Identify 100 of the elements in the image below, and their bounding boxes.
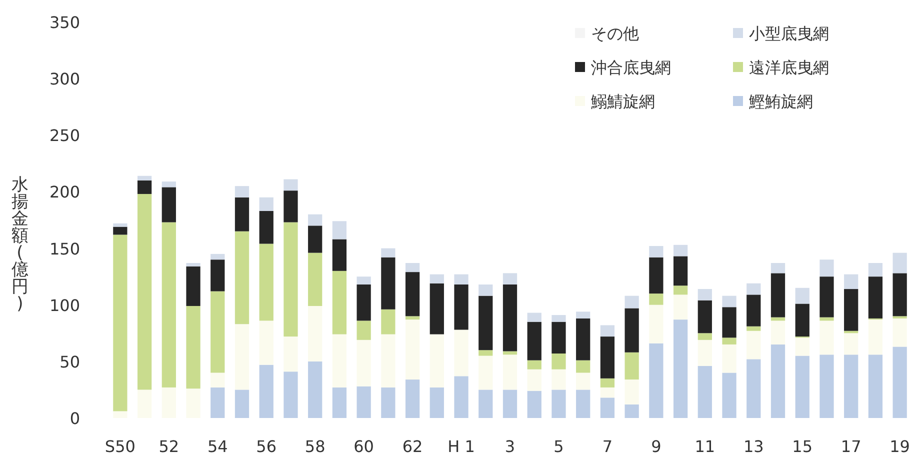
bar [137,390,152,418]
bar [673,244,688,256]
x-tick-label: 60 [354,437,374,456]
bar [527,390,542,418]
bar [454,330,468,376]
bar [259,320,274,365]
bar [698,340,712,366]
bar [210,260,225,292]
bar [673,320,688,418]
bar [795,338,810,356]
bar [892,318,907,347]
bar [502,273,518,284]
bar [698,366,712,418]
bar [234,231,250,324]
bar [332,239,347,271]
y-tick-label: 100 [49,296,80,315]
bar [624,296,639,308]
legend-label: 鰯鯖旋網 [591,92,655,111]
bar [600,336,615,378]
bar [527,360,542,370]
bar [552,354,566,370]
bar [820,320,834,355]
bar [137,180,152,194]
bar [820,260,834,277]
legend-label: 鰹鮪旋網 [749,92,813,111]
bar [162,187,176,222]
bar [332,334,347,388]
bar [502,390,518,418]
bar [624,380,639,404]
bar [430,283,444,334]
bar [234,390,250,418]
bar [308,226,322,253]
legend-label: その他 [591,24,639,43]
bar [478,356,493,390]
bar [844,354,858,418]
bar [722,372,736,418]
bar [356,386,371,418]
bar [234,186,250,198]
bar [308,361,322,418]
bar [552,369,566,390]
bar [868,320,883,355]
y-tick-label: 350 [49,13,80,32]
bar [137,194,152,390]
x-tick-label: 15 [792,437,813,456]
bar [430,274,444,284]
bar [405,272,420,316]
bar [624,308,639,352]
bar [892,273,907,316]
bar [795,356,810,418]
bar [600,387,615,398]
bar [381,309,396,334]
bar [844,289,858,331]
bar [381,248,396,258]
bar [698,333,712,340]
bar [381,257,396,310]
bar [649,257,664,294]
bar [284,222,298,337]
bar [698,300,712,334]
bar [234,324,250,390]
bar [600,325,615,337]
bar [284,179,298,191]
bar [746,359,761,418]
y-tick-label: 0 [70,409,80,428]
bar [356,276,371,284]
bar [210,387,225,418]
bar [576,390,590,418]
bar [649,343,664,418]
bar [405,320,420,380]
bar [308,252,322,306]
bar [332,221,347,240]
bar [868,276,883,318]
bar [844,274,858,290]
bar [673,256,688,286]
bar [673,294,688,320]
bar [113,223,128,227]
y-tick-label: 300 [49,70,80,89]
bar [210,372,225,388]
bar [722,338,736,344]
x-tick-label: 3 [504,437,516,456]
bar [284,372,298,418]
bar [502,284,518,352]
bar [113,234,128,412]
bar [527,369,542,391]
bar [162,387,176,418]
bar [820,317,834,321]
bar [430,334,444,388]
bar [892,252,907,274]
bar [770,262,786,274]
bar [308,306,322,362]
bar [502,351,518,355]
bar [770,344,786,418]
x-tick-label: 52 [158,437,180,456]
bar [259,364,274,418]
x-tick-label: 7 [602,437,613,456]
bar [624,404,639,418]
x-tick-label: S50 [104,437,136,456]
bar [576,360,590,373]
bar [649,294,664,305]
bar [186,306,200,389]
bar [405,262,420,272]
